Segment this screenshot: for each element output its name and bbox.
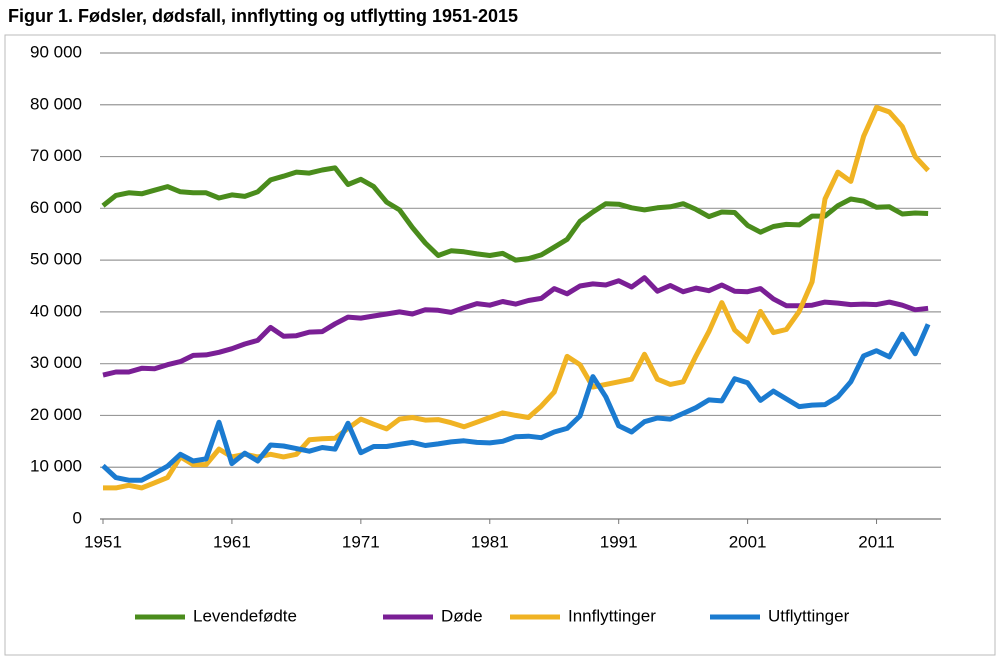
- y-tick-label: 60 000: [30, 198, 82, 217]
- legend-label: Utflyttinger: [768, 606, 850, 625]
- series-line: [102, 275, 929, 378]
- y-tick-label: 90 000: [30, 42, 82, 61]
- x-tick-label: 1971: [342, 532, 380, 551]
- x-tick-label: 1981: [471, 532, 509, 551]
- x-tick-label: 1961: [213, 532, 251, 551]
- chart-title: Figur 1. Fødsler, dødsfall, innflytting …: [8, 6, 518, 26]
- legend-label: Levendefødte: [193, 606, 297, 625]
- x-tick-label: 2001: [729, 532, 767, 551]
- series-line: [103, 104, 930, 491]
- x-tick-label: 1951: [84, 532, 122, 551]
- y-tick-label: 50 000: [30, 250, 82, 269]
- y-tick-label: 20 000: [30, 405, 82, 424]
- y-tick-label: 10 000: [30, 457, 82, 476]
- y-tick-label: 70 000: [30, 146, 82, 165]
- y-tick-label: 40 000: [30, 301, 82, 320]
- legend-label: Innflyttinger: [568, 606, 656, 625]
- series-line: [101, 323, 931, 483]
- x-tick-label: 1991: [600, 532, 638, 551]
- series-line: [101, 165, 929, 263]
- y-tick-label: 30 000: [30, 353, 82, 372]
- x-tick-label: 2011: [858, 532, 895, 551]
- y-tick-label: 0: [73, 508, 82, 527]
- y-tick-label: 80 000: [30, 94, 82, 113]
- chart-frame: [4, 34, 996, 656]
- legend-label: Døde: [441, 606, 483, 625]
